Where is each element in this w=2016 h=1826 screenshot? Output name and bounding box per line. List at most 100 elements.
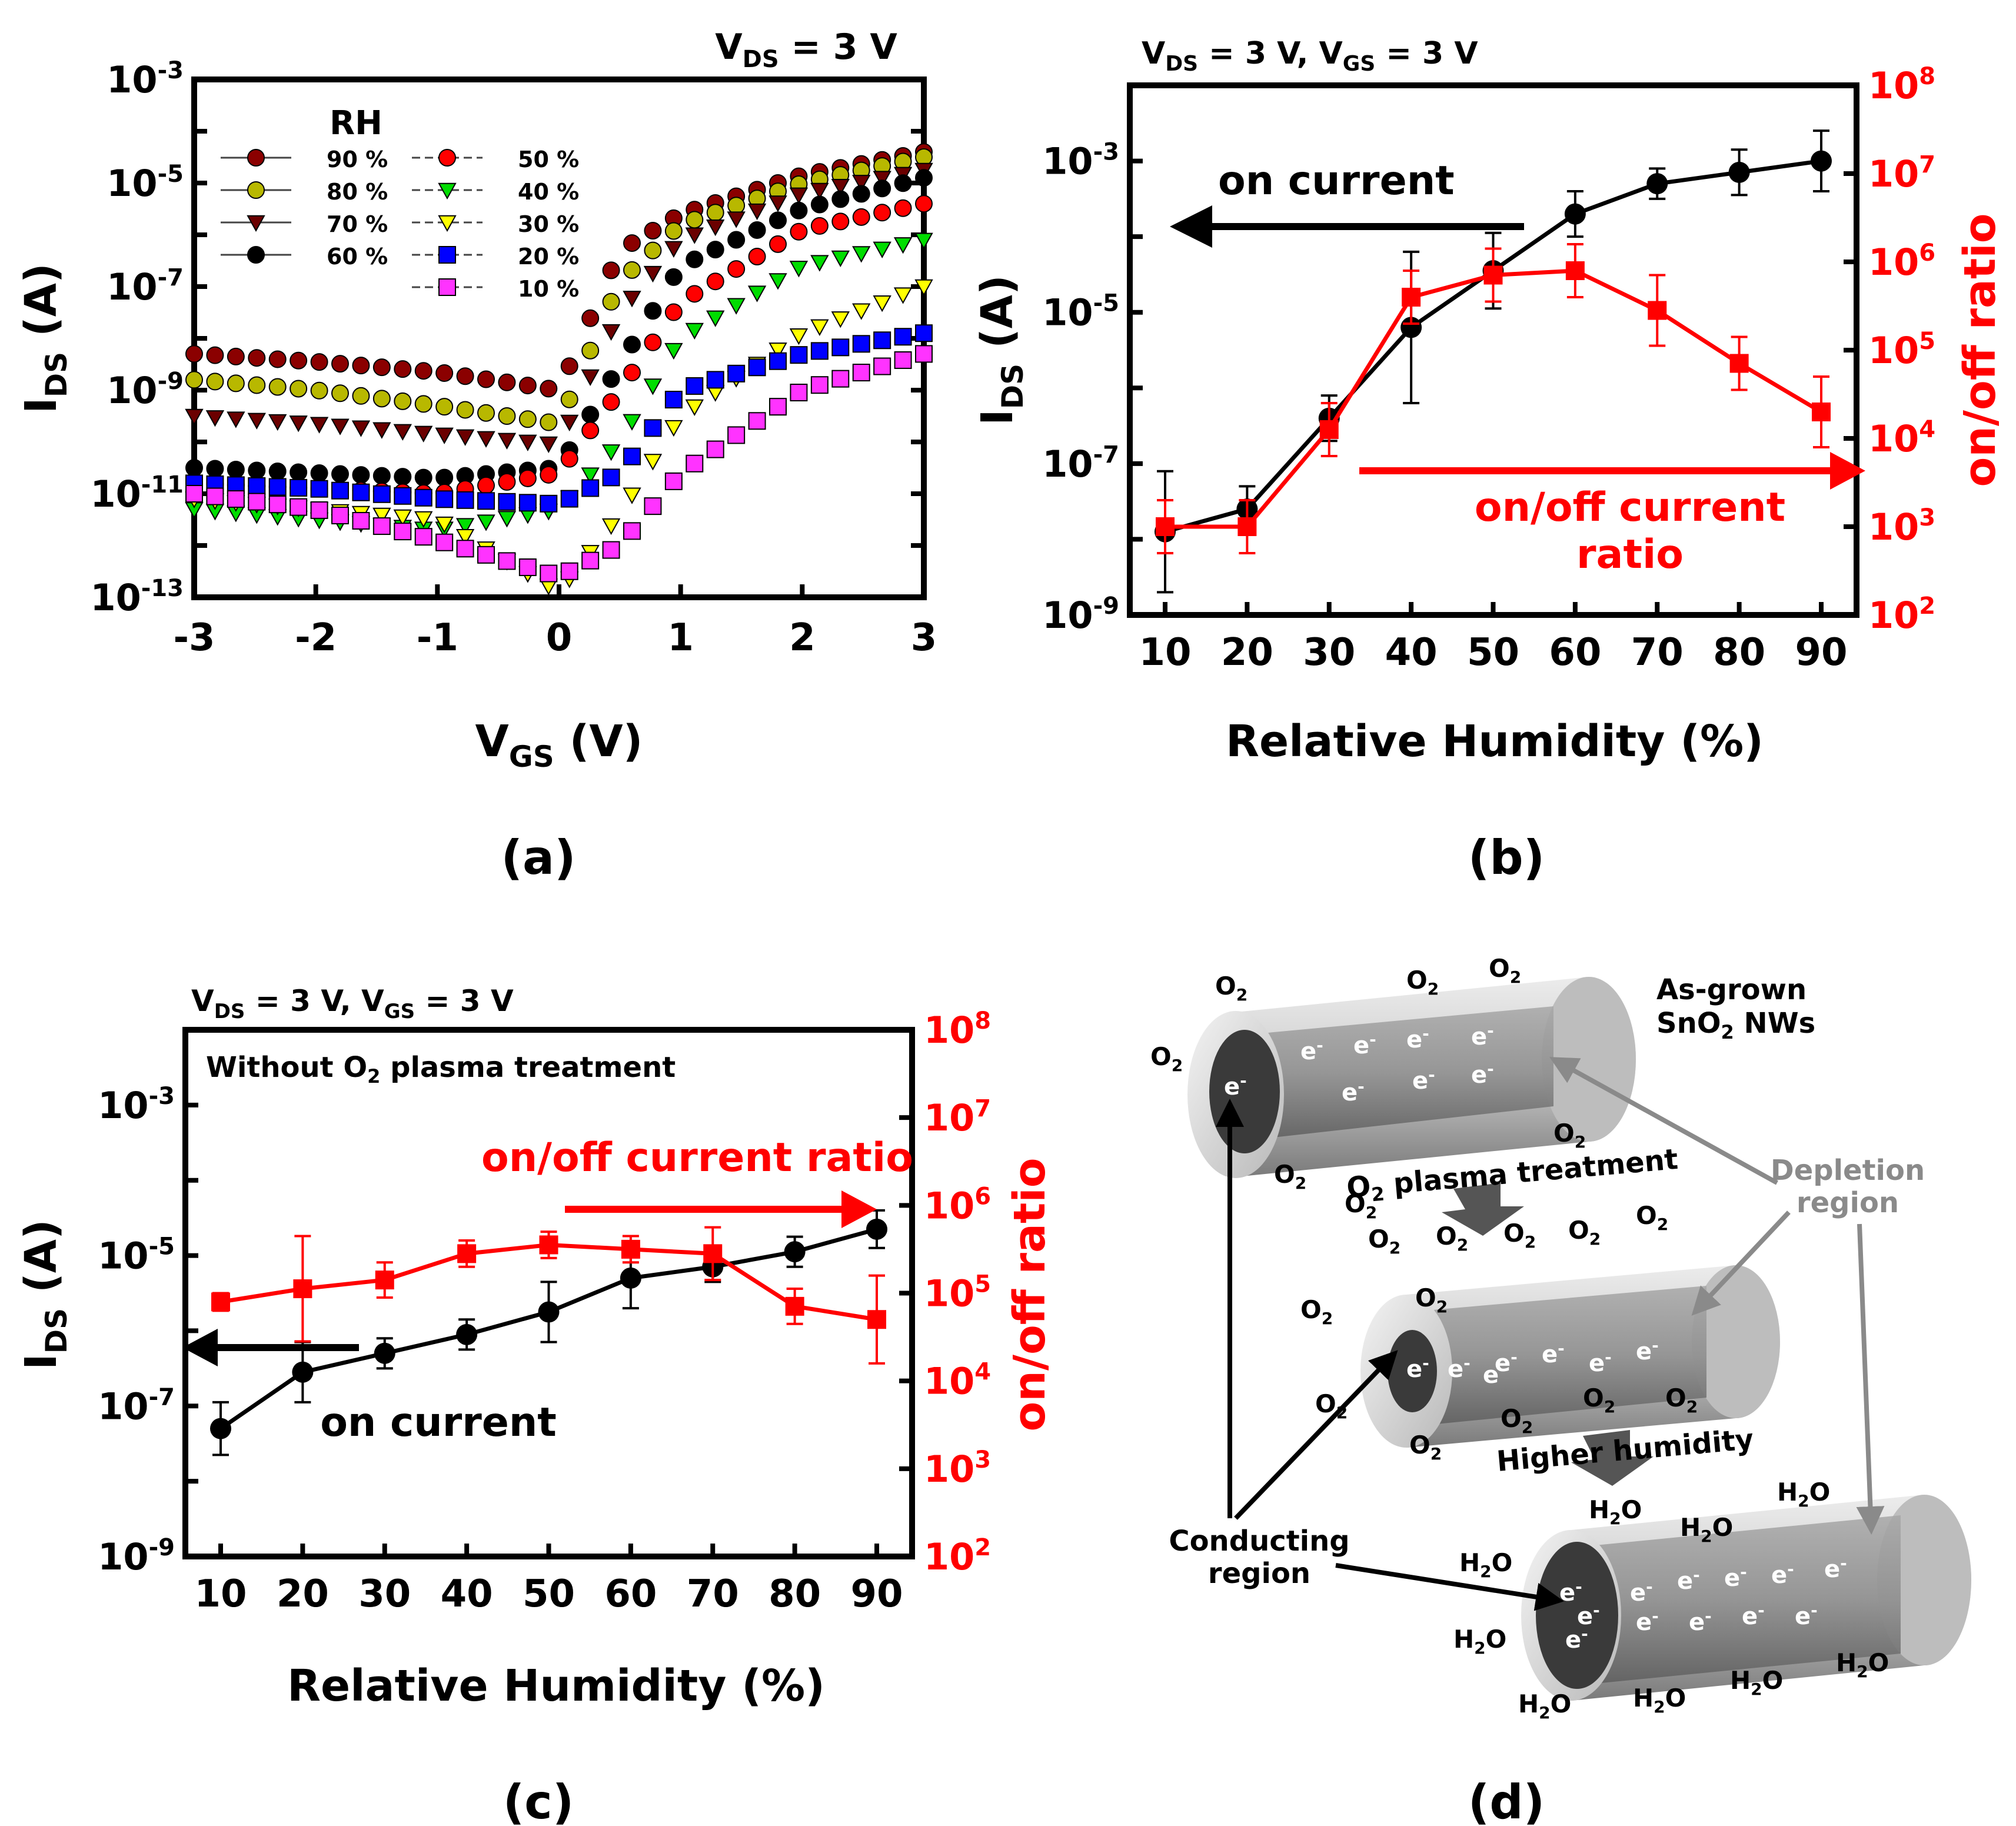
right-y-tick-label: 105 [924,1271,991,1315]
data-point [703,1244,723,1263]
data-point [602,370,620,388]
panel-a-axes: -3 -2 -1 0 1 2 3 10-3 10-5 10-7 10-9 10-11 10-13 [90,57,937,660]
o2-molecule-label: O2 [1489,954,1521,987]
h2o-molecule-label: H2O [1453,1625,1506,1658]
data-point [644,241,662,260]
data-point [706,440,724,458]
conducting-arrow-2 [1234,1350,1398,1520]
electron-label: e- [1412,1065,1435,1095]
panel-b-label: (b) [1468,830,1545,885]
x-tick-label: 70 [687,1572,739,1616]
data-point [602,261,620,280]
data-point [394,523,412,541]
data-point [268,495,287,514]
data-point [206,346,224,364]
data-point [1319,420,1339,439]
data-point [581,479,600,497]
data-point [248,477,266,495]
data-point [623,414,641,431]
data-point [1648,301,1667,320]
data-point [664,303,683,321]
data-point [393,424,412,441]
y-tick-label: 10-7 [107,264,184,308]
panel-c-inset-text: Without O2 plasma treatment [206,1051,676,1087]
panel-d-diagram: As-grown SnO2 NWs O2 plasma treatment Hi… [1150,954,1971,1826]
data-point [414,468,433,487]
process-arrow-2 [1571,1430,1654,1486]
data-point [664,268,683,286]
legend-label: 80 % [327,179,388,205]
left-y-tick-label: 10-7 [98,1383,175,1428]
data-point [873,204,891,222]
right-y-tick-label: 108 [1868,63,1935,107]
data-point [1402,288,1421,307]
data-point [686,211,704,229]
data-point [435,364,454,382]
data-point [852,364,870,382]
y-tick-label: 10-13 [90,575,184,619]
h2o-molecule-label: H2O [1589,1495,1642,1528]
data-point [581,551,600,570]
data-point [727,298,746,315]
legend-label: 90 % [327,147,388,172]
data-point [581,369,600,387]
data-point [540,413,558,431]
series-line [1165,159,1822,534]
data-point [518,469,537,487]
right-y-tick-label: 108 [924,1007,991,1052]
y-tick-label: 10-3 [107,57,184,101]
data-point [1812,403,1831,421]
data-point [727,426,746,444]
data-point [664,391,683,409]
panel-c-ylabel: IDS (A) [16,1219,74,1370]
conducting-arrow-3 [1335,1563,1564,1611]
right-y-tick-label: 106 [924,1183,991,1227]
data-point [643,265,663,283]
data-point [789,261,809,278]
on-current-arrowhead [182,1329,218,1366]
tube-far-end [1542,977,1636,1142]
data-point [477,370,495,388]
data-point [914,232,933,250]
legend-label: 60 % [327,244,388,270]
data-point [706,241,724,259]
data-point [644,221,662,240]
data-point [664,342,683,360]
panel-b-y2label: on/off ratio [1955,213,2005,487]
data-point [831,190,850,208]
data-point [352,357,370,375]
legend-marker [438,215,457,232]
data-point [810,255,829,272]
panel-b: VDS = 3 V, VGS = 3 V 10 20 30 40 50 60 70 80 901… [972,36,2005,885]
data-point [1564,203,1586,225]
data-point [727,211,746,228]
data-point [352,512,370,530]
data-point [914,279,933,297]
data-point [310,480,328,498]
data-point [831,250,850,268]
data-point [268,478,287,496]
data-point [831,311,850,328]
data-point [620,1267,641,1289]
data-point [414,488,433,507]
data-point [435,516,454,534]
data-point [372,507,391,525]
data-point [414,528,433,546]
data-point [206,372,224,391]
data-point [455,429,475,446]
data-point [227,374,245,393]
x-tick-label: 60 [1549,631,1601,674]
data-point [602,541,620,559]
data-point [831,338,850,357]
data-point [748,221,766,239]
data-point [560,562,578,580]
data-point [352,387,370,405]
conducting-label-line2: region [1208,1557,1310,1590]
data-point [810,319,829,336]
legend-marker [247,215,265,232]
data-point [540,494,558,513]
data-point [477,492,495,510]
o2-molecule-label: O2 [1345,1189,1377,1222]
